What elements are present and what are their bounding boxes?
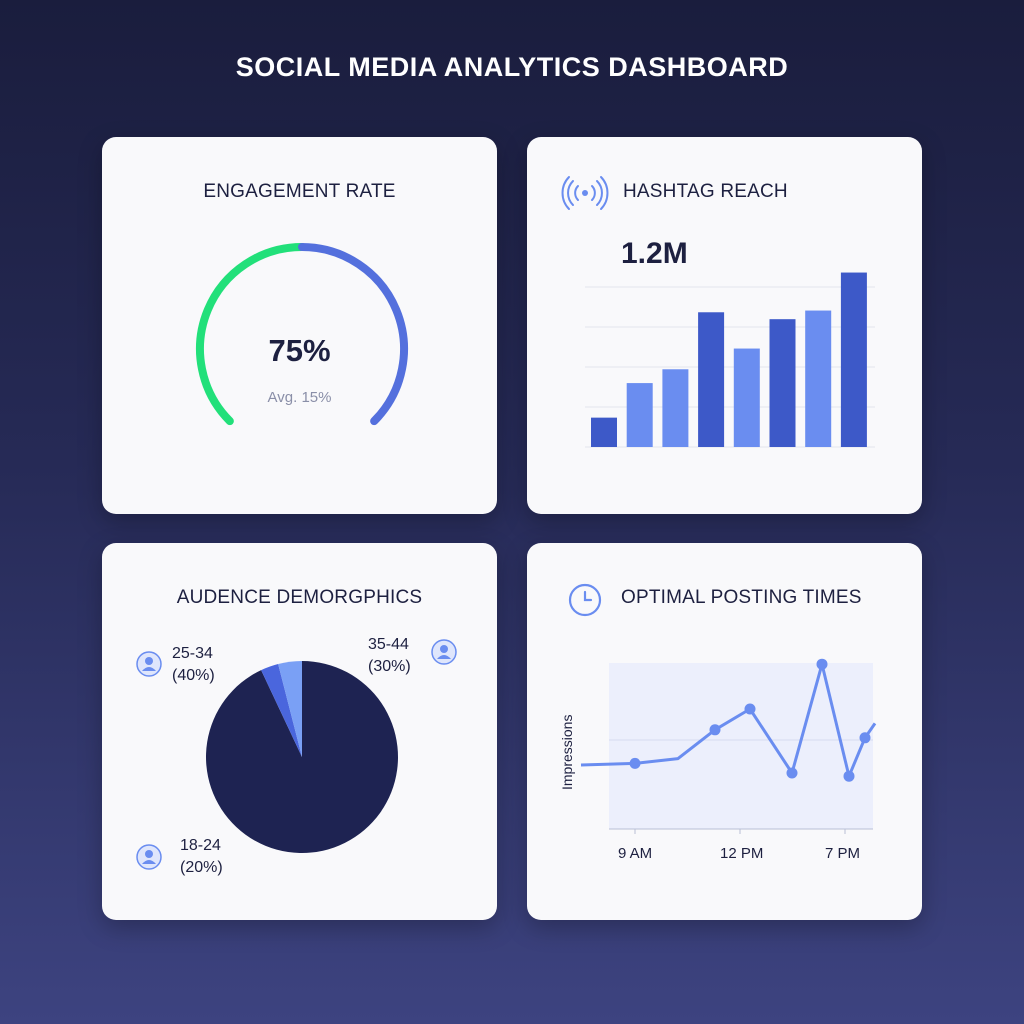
audience-demographics-title: AUDENCE DEMORGPHICS bbox=[176, 587, 423, 608]
person-icon bbox=[431, 639, 457, 665]
hashtag-reach-title: HASHTAG REACH bbox=[623, 181, 788, 202]
bar bbox=[769, 319, 796, 447]
data-point bbox=[843, 770, 855, 782]
bar bbox=[698, 312, 725, 447]
bar bbox=[840, 272, 867, 447]
optimal-posting-times-title: OPTIMAL POSTING TIMES bbox=[621, 587, 862, 608]
y-axis-label: Impressions bbox=[559, 714, 575, 790]
bar bbox=[805, 310, 832, 447]
bar bbox=[591, 417, 617, 447]
x-tick-label: 12 PM bbox=[720, 845, 764, 862]
legend-pct-25-34: (40%) bbox=[172, 667, 215, 684]
bar bbox=[733, 348, 760, 447]
x-tick-label: 9 AM bbox=[618, 845, 653, 862]
engagement-rate-title: ENGAGEMENT RATE bbox=[203, 181, 396, 202]
engagement-rate-average: Avg. 15% bbox=[267, 389, 332, 406]
engagement-gauge bbox=[196, 243, 408, 426]
legend-range-35-44: 35-44 bbox=[368, 636, 409, 653]
audience-demographics-card: AUDENCE DEMORGPHICS 25-34 (40%) 35-44 (3… bbox=[102, 543, 497, 920]
page-title: SOCIAL MEDIA ANALYTICS DASHBOARD bbox=[235, 52, 789, 82]
pie-slice bbox=[261, 664, 302, 757]
optimal-posting-times-card: OPTIMAL POSTING TIMES Impressions 9 AM 1… bbox=[527, 543, 922, 920]
engagement-rate-value: 75% bbox=[268, 333, 331, 368]
person-icon bbox=[136, 651, 162, 677]
legend-group-25-34: 25-34 (40%) bbox=[172, 643, 215, 687]
legend-range-18-24: 18-24 bbox=[180, 837, 221, 854]
bar bbox=[662, 369, 689, 447]
hashtag-reach-value: 1.2M bbox=[621, 237, 688, 270]
person-icon bbox=[136, 844, 162, 870]
data-point bbox=[709, 724, 721, 736]
data-point bbox=[816, 658, 828, 670]
bar bbox=[626, 383, 653, 447]
clock-icon bbox=[568, 583, 602, 617]
hashtag-reach-card: HASHTAG REACH 1.2M bbox=[527, 137, 922, 514]
data-point bbox=[744, 703, 756, 715]
engagement-rate-card: ENGAGEMENT RATE 75% Avg. 15% bbox=[102, 137, 497, 514]
legend-pct-18-24: (20%) bbox=[180, 859, 223, 876]
legend-group-18-24: 18-24 (20%) bbox=[180, 835, 223, 879]
gauge-arc-green bbox=[196, 243, 306, 426]
broadcast-icon bbox=[561, 176, 609, 210]
audience-pie-chart bbox=[205, 661, 399, 853]
legend-pct-35-44: (30%) bbox=[368, 658, 411, 675]
series-line bbox=[580, 662, 877, 778]
data-point bbox=[859, 732, 871, 744]
hashtag-reach-chart bbox=[561, 176, 875, 448]
x-tick-label: 7 PM bbox=[825, 845, 861, 862]
posting-times-chart bbox=[568, 583, 877, 834]
legend-group-35-44: 35-44 (30%) bbox=[368, 634, 411, 678]
data-point bbox=[629, 757, 641, 769]
pie-slice bbox=[278, 661, 302, 757]
data-point bbox=[786, 767, 798, 779]
gauge-arc-blue bbox=[298, 243, 408, 426]
legend-range-25-34: 25-34 bbox=[172, 645, 213, 662]
